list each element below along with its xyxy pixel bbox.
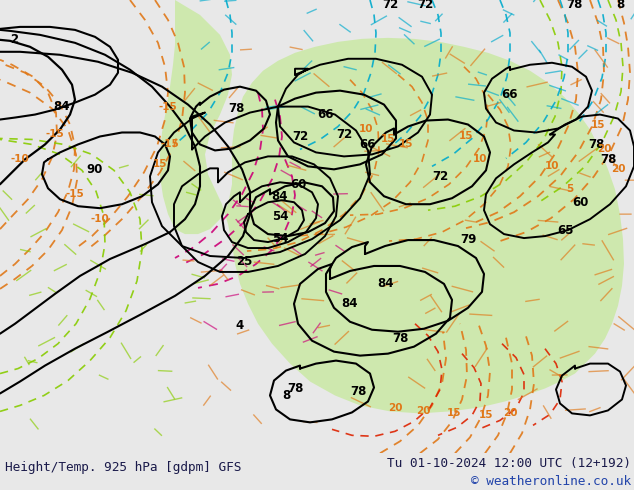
- Text: 72: 72: [292, 130, 308, 143]
- Text: 84: 84: [378, 277, 394, 291]
- Text: 84: 84: [272, 190, 288, 203]
- Text: 54: 54: [272, 210, 288, 222]
- Text: 84: 84: [342, 297, 358, 310]
- Text: 20: 20: [503, 408, 517, 418]
- Text: 72: 72: [417, 0, 433, 11]
- Text: 84: 84: [54, 100, 70, 113]
- Text: 60: 60: [572, 196, 588, 209]
- Text: 78: 78: [588, 138, 604, 151]
- Text: 66: 66: [359, 138, 376, 151]
- Text: 5: 5: [566, 184, 574, 194]
- Text: 66: 66: [318, 108, 334, 121]
- Text: 15: 15: [399, 140, 413, 149]
- Text: -15: -15: [46, 129, 65, 140]
- Text: 78: 78: [392, 332, 408, 345]
- Text: 20: 20: [611, 164, 625, 174]
- Text: 15: 15: [153, 159, 167, 170]
- Text: Height/Temp. 925 hPa [gdpm] GFS: Height/Temp. 925 hPa [gdpm] GFS: [5, 462, 242, 474]
- Text: 15: 15: [479, 411, 493, 420]
- Text: -15: -15: [158, 101, 178, 112]
- Text: 65: 65: [557, 223, 573, 237]
- Text: 4: 4: [236, 319, 244, 332]
- Polygon shape: [160, 0, 624, 414]
- Text: -15: -15: [66, 189, 84, 199]
- Text: 8: 8: [616, 0, 624, 11]
- Text: 66: 66: [501, 88, 518, 101]
- Text: 20: 20: [597, 145, 611, 154]
- Text: 15: 15: [381, 134, 395, 145]
- Text: 79: 79: [460, 233, 476, 245]
- Text: 54: 54: [272, 232, 288, 245]
- Text: 78: 78: [350, 385, 366, 398]
- Text: © weatheronline.co.uk: © weatheronline.co.uk: [470, 475, 631, 489]
- Text: 72: 72: [382, 0, 398, 11]
- Text: 60: 60: [290, 178, 306, 191]
- Text: 25: 25: [236, 255, 252, 269]
- Text: 72: 72: [336, 128, 352, 141]
- Text: 15: 15: [447, 408, 462, 418]
- Text: 10: 10: [359, 124, 373, 134]
- Text: 10: 10: [473, 154, 488, 164]
- Text: 20: 20: [416, 406, 430, 416]
- Text: 72: 72: [432, 170, 448, 183]
- Text: 78: 78: [566, 0, 582, 11]
- Text: 78: 78: [287, 382, 303, 395]
- Text: 78: 78: [228, 102, 244, 115]
- Text: Tu 01-10-2024 12:00 UTC (12+192): Tu 01-10-2024 12:00 UTC (12+192): [387, 457, 631, 470]
- Text: 2: 2: [10, 33, 18, 47]
- Text: 20: 20: [388, 403, 402, 414]
- Text: 10: 10: [545, 161, 559, 172]
- Text: -15: -15: [160, 140, 179, 149]
- Text: 78: 78: [600, 153, 616, 166]
- Text: 15: 15: [459, 131, 473, 142]
- Text: 90: 90: [87, 163, 103, 176]
- Text: -10: -10: [11, 154, 29, 164]
- Text: 8: 8: [282, 389, 290, 402]
- Text: 15: 15: [591, 120, 605, 129]
- Text: -10: -10: [91, 214, 110, 224]
